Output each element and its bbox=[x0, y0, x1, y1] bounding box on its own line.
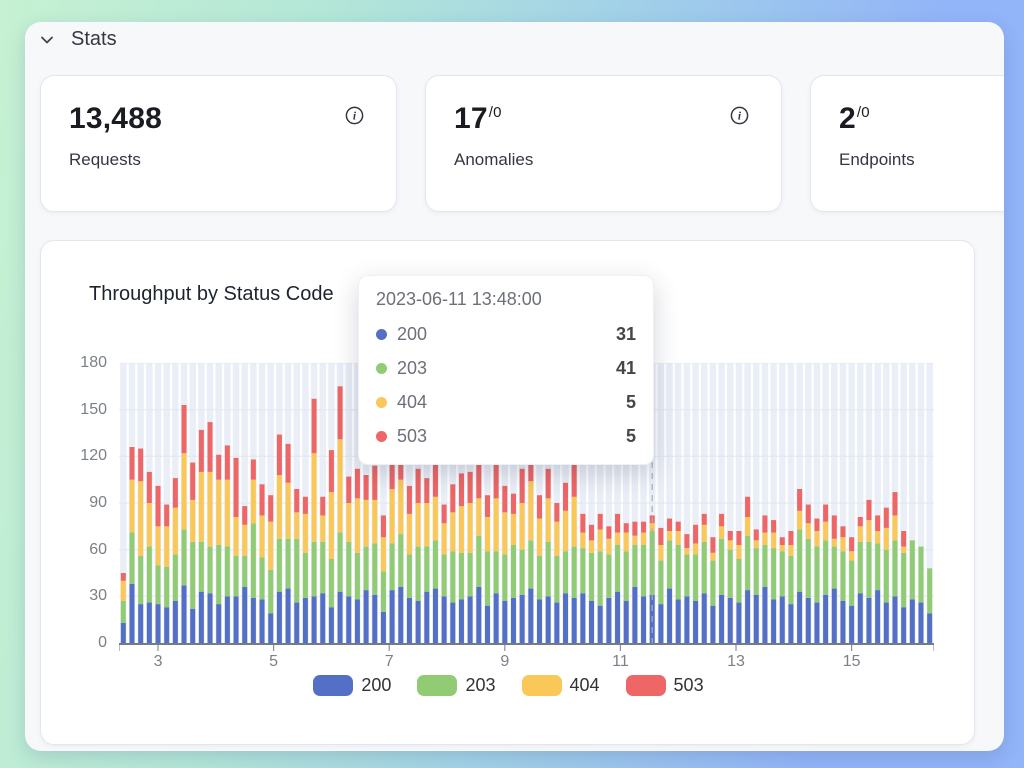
info-icon[interactable]: i bbox=[345, 106, 364, 125]
stat-label: Endpoints bbox=[839, 150, 915, 169]
y-tick-label: 90 bbox=[89, 494, 107, 511]
stat-value: 13,488 bbox=[69, 102, 162, 135]
legend-item-404[interactable]: 404 bbox=[521, 675, 600, 696]
stat-value: 17/0 bbox=[454, 102, 502, 135]
stat-suffix: /0 bbox=[488, 104, 502, 121]
legend-swatch bbox=[417, 675, 458, 696]
legend-item-203[interactable]: 203 bbox=[417, 675, 496, 696]
legend-label: 404 bbox=[569, 675, 600, 695]
x-tick-label: 13 bbox=[727, 653, 745, 670]
x-tick-label: 15 bbox=[842, 653, 861, 670]
series-dot-icon bbox=[376, 363, 387, 374]
x-tick-label: 9 bbox=[500, 653, 510, 670]
stats-section-header[interactable]: Stats bbox=[25, 22, 1004, 58]
tooltip-series-value: 31 bbox=[615, 324, 636, 344]
series-dot-icon bbox=[376, 431, 387, 442]
legend-swatch bbox=[313, 675, 354, 696]
x-tick-label: 11 bbox=[612, 653, 629, 670]
stat-card-requests: 13,488 Requests i bbox=[40, 75, 397, 212]
stat-label: Anomalies bbox=[454, 150, 534, 169]
legend-label: 503 bbox=[673, 675, 704, 695]
legend-swatch bbox=[625, 675, 666, 696]
x-axis-ticks bbox=[119, 645, 934, 651]
throughput-chart-plot[interactable] bbox=[119, 363, 934, 669]
y-tick-label: 120 bbox=[80, 447, 107, 465]
y-tick-label: 0 bbox=[98, 634, 107, 651]
chart-tooltip: 2023-06-11 13:48:00 200 31 203 41 404 5 … bbox=[358, 275, 654, 465]
dashboard-panel: Stats 13,488 Requests i 17/0 Anomalies i… bbox=[25, 22, 1004, 751]
tooltip-series-label: 503 bbox=[397, 426, 428, 446]
svg-text:i: i bbox=[738, 111, 742, 123]
tooltip-series-value: 5 bbox=[625, 392, 636, 412]
legend-label: 203 bbox=[465, 675, 496, 695]
tooltip-row: 404 5 bbox=[376, 392, 636, 413]
legend-swatch bbox=[521, 675, 562, 696]
stat-label: Requests bbox=[69, 150, 141, 169]
tooltip-series-label: 203 bbox=[397, 358, 428, 378]
y-tick-label: 30 bbox=[89, 587, 107, 605]
x-tick-label: 3 bbox=[153, 653, 163, 670]
legend-item-503[interactable]: 503 bbox=[625, 675, 704, 696]
tooltip-row: 203 41 bbox=[376, 358, 636, 379]
x-tick-label: 7 bbox=[384, 653, 394, 670]
stat-card-anomalies: 17/0 Anomalies i bbox=[425, 75, 782, 212]
y-tick-label: 150 bbox=[80, 400, 107, 418]
legend-item-200[interactable]: 200 bbox=[313, 675, 391, 696]
chart-legend: 200 203 404 503 bbox=[101, 675, 916, 696]
info-icon[interactable]: i bbox=[730, 106, 749, 125]
chevron-down-icon[interactable] bbox=[39, 32, 55, 48]
stacked-bars[interactable] bbox=[120, 386, 933, 643]
legend-label: 200 bbox=[361, 675, 392, 695]
tooltip-timestamp: 2023-06-11 13:48:00 bbox=[376, 289, 542, 309]
section-title: Stats bbox=[71, 28, 117, 50]
stat-value: 2/0 bbox=[839, 102, 870, 135]
y-tick-label: 180 bbox=[80, 354, 107, 371]
x-tick-label: 5 bbox=[269, 653, 279, 670]
tooltip-series-label: 404 bbox=[397, 392, 428, 412]
chart-title: Throughput by Status Code bbox=[89, 283, 334, 305]
y-tick-label: 60 bbox=[89, 540, 107, 558]
tooltip-row: 503 5 bbox=[376, 426, 636, 447]
series-dot-icon bbox=[376, 329, 387, 340]
tooltip-series-label: 200 bbox=[397, 324, 428, 344]
series-dot-icon bbox=[376, 397, 387, 408]
tooltip-row: 200 31 bbox=[376, 324, 636, 345]
svg-text:i: i bbox=[353, 111, 357, 123]
stat-card-endpoints: 2/0 Endpoints i bbox=[810, 75, 1004, 212]
stat-suffix: /0 bbox=[856, 104, 870, 121]
tooltip-series-value: 41 bbox=[615, 358, 636, 378]
throughput-chart-card: Throughput by Status Code 0 30 60 90 120 150 1… bbox=[40, 240, 975, 745]
tooltip-series-value: 5 bbox=[625, 426, 636, 446]
